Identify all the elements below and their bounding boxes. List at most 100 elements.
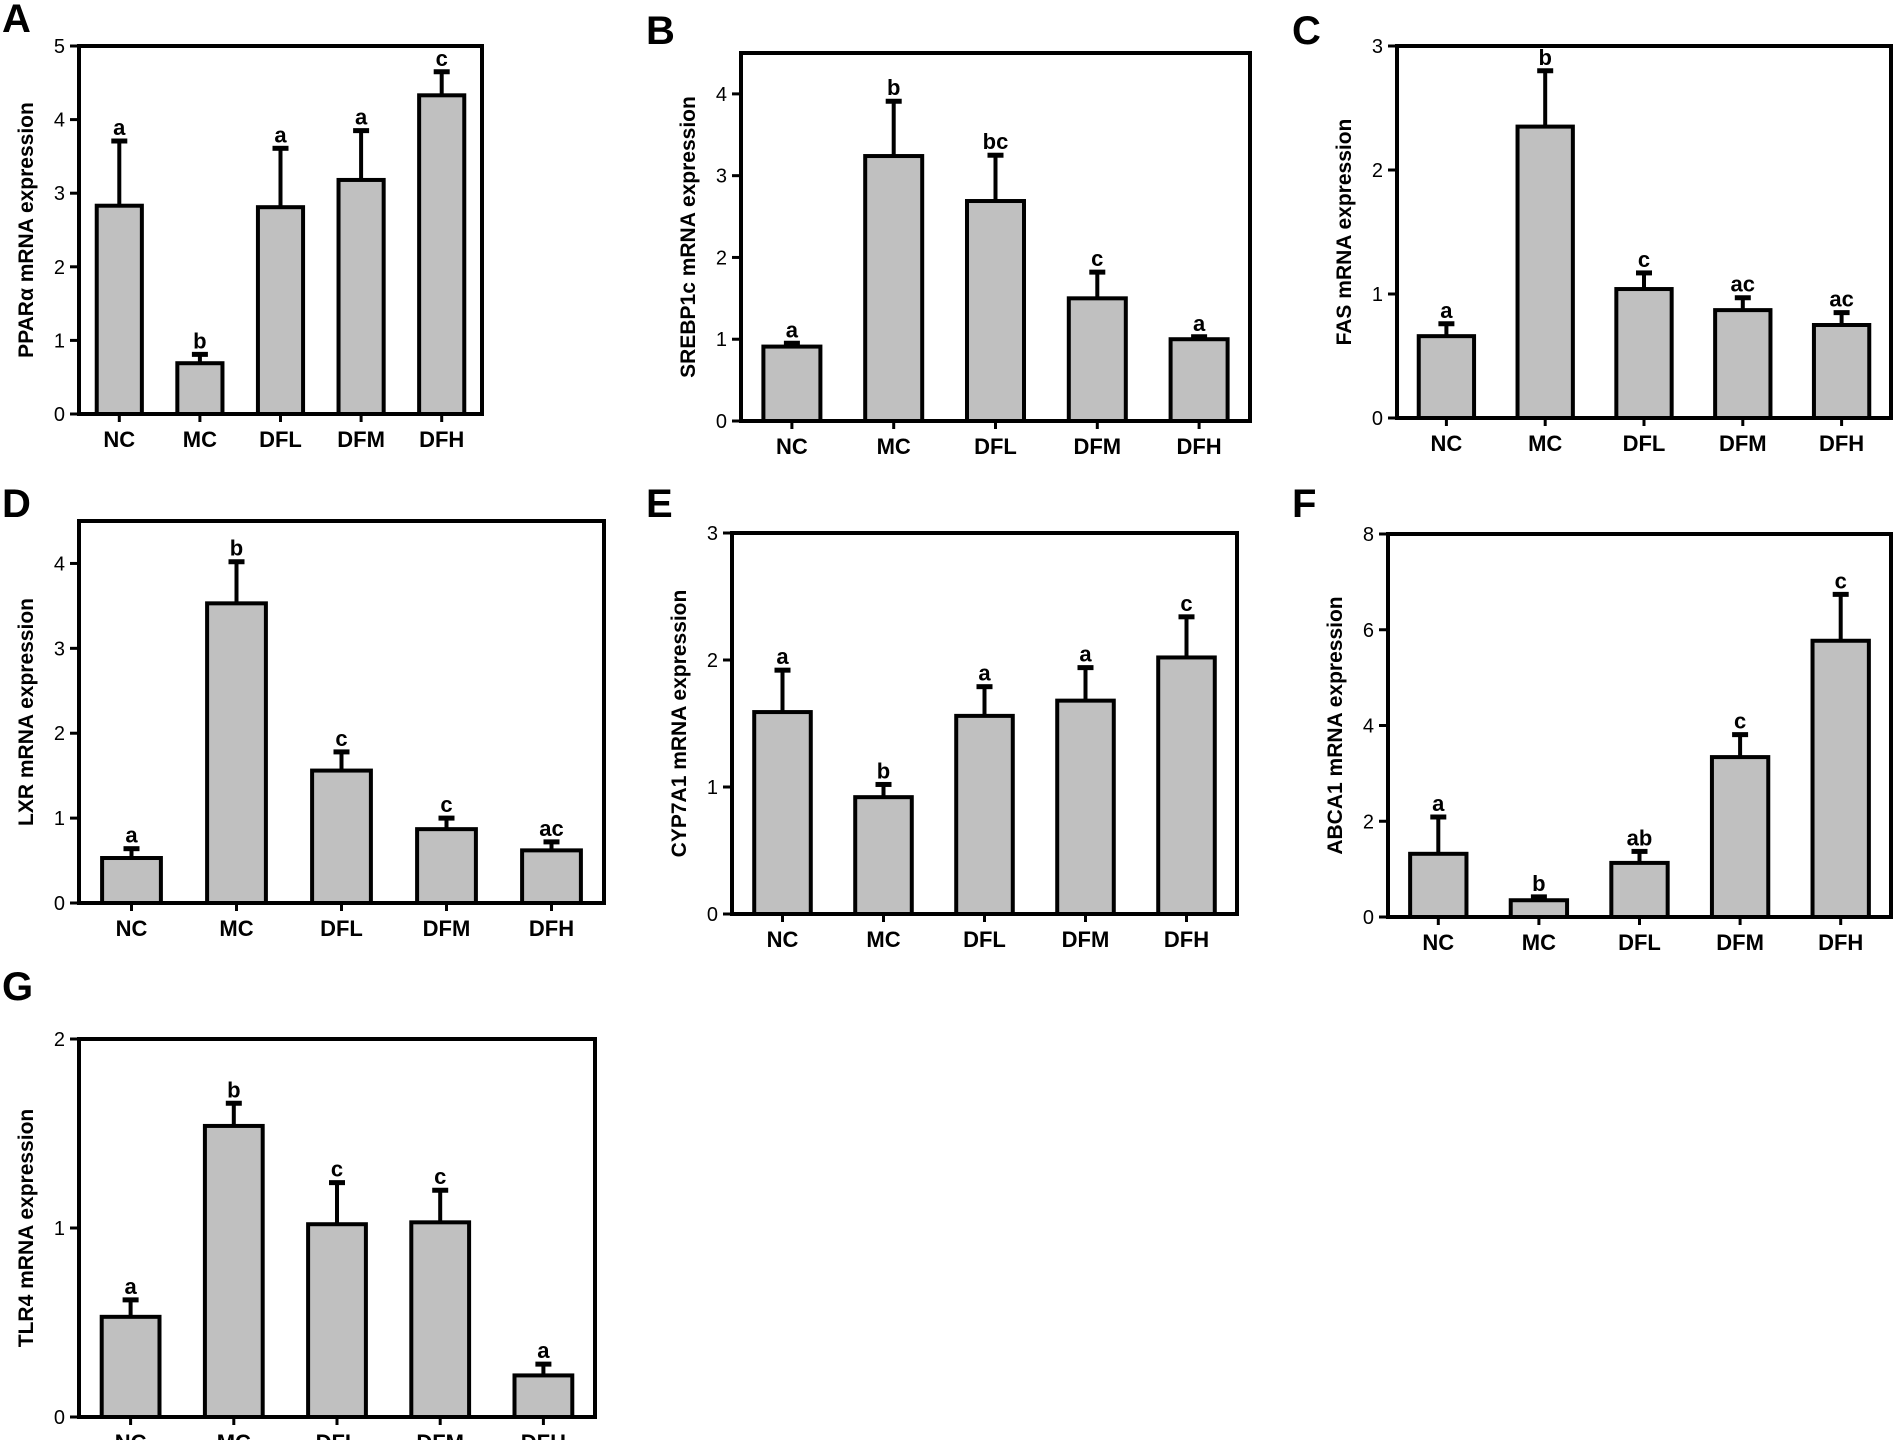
significance-label: ac xyxy=(1829,287,1853,312)
y-tick-label: 0 xyxy=(707,904,718,926)
significance-label: c xyxy=(1091,246,1103,271)
x-tick-label: MC xyxy=(219,916,253,941)
y-tick-label: 2 xyxy=(54,1029,65,1051)
y-axis-title: LXR mRNA expression xyxy=(15,598,38,826)
x-tick-label: DFL xyxy=(320,916,363,941)
bar-dfh xyxy=(1156,655,1217,917)
x-tick-label: DFH xyxy=(1818,930,1863,955)
y-tick-label: 2 xyxy=(716,247,727,269)
x-tick-label: DFL xyxy=(316,1430,359,1440)
bar-dfh xyxy=(417,93,467,416)
x-tick-label: NC xyxy=(115,1430,147,1440)
x-tick-label: MC xyxy=(217,1430,251,1440)
significance-label: b xyxy=(887,75,900,100)
significance-label: c xyxy=(1734,709,1746,734)
y-tick-label: 8 xyxy=(1363,524,1374,546)
x-tick-label: NC xyxy=(776,434,808,459)
y-axis-title: CYP7A1 mRNA expression xyxy=(668,590,691,858)
y-axis-title: SREBP1c mRNA expression xyxy=(677,96,700,378)
x-tick-label: DFH xyxy=(521,1430,566,1440)
bar-mc xyxy=(1515,124,1575,420)
x-tick-label: MC xyxy=(183,427,217,452)
bar-dfm xyxy=(1055,698,1116,917)
plot-frame xyxy=(1395,44,1893,420)
bar-dfl xyxy=(306,1222,368,1419)
x-tick-label: MC xyxy=(877,434,911,459)
significance-label: a xyxy=(355,105,368,130)
y-tick-label: 1 xyxy=(54,808,65,830)
significance-label: c xyxy=(331,1157,343,1182)
y-tick-label: 0 xyxy=(54,893,65,915)
bar-mc xyxy=(1508,898,1570,920)
significance-label: a xyxy=(1432,791,1445,816)
y-tick-label: 4 xyxy=(1363,716,1374,738)
chart-panel-e: Ea NC b MC a DFL a DFM c DFH 0 1 2 3 CYP7A1 mRNA expre… xyxy=(646,482,1239,952)
bar-dfl xyxy=(255,205,306,416)
chart-panel-g: Ga NC b MC c DFL c DFM a DFH 0 1 2 TLR4 mRNA expressi… xyxy=(2,965,597,1440)
y-tick-label: 5 xyxy=(54,36,65,58)
y-tick-label: 0 xyxy=(716,411,727,433)
bar-mc xyxy=(853,795,914,916)
x-tick-label: DFM xyxy=(1719,431,1767,456)
x-tick-label: MC xyxy=(1522,930,1556,955)
bar-dfm xyxy=(1709,755,1771,919)
x-tick-label: DFM xyxy=(416,1430,464,1440)
panel-letter: D xyxy=(2,482,31,526)
y-tick-label: 0 xyxy=(54,404,65,426)
bar-dfh xyxy=(520,848,583,906)
significance-label: a xyxy=(1440,298,1453,323)
significance-label: bc xyxy=(983,129,1009,154)
bar-dfm xyxy=(336,177,386,416)
plot-frame xyxy=(77,519,606,905)
y-axis-title: TLR4 mRNA expression xyxy=(15,1109,38,1347)
x-tick-label: DFL xyxy=(1618,930,1661,955)
significance-label: a xyxy=(776,644,789,669)
y-axis-title: ABCA1 mRNA expression xyxy=(1324,596,1347,854)
bar-nc xyxy=(761,344,823,423)
y-axis-title: PPARα mRNA expression xyxy=(15,102,38,358)
y-tick-label: 4 xyxy=(54,553,65,575)
y-tick-label: 4 xyxy=(54,110,65,132)
chart-panel-f: Fa NC b MC ab DFL c DFM c DFH 0 2 4 6 8 ABCA1 mRNA expr… xyxy=(1292,482,1893,955)
significance-label: a xyxy=(124,1274,137,1299)
significance-label: c xyxy=(1638,247,1650,272)
bar-nc xyxy=(100,856,163,906)
x-tick-label: DFL xyxy=(1623,431,1666,456)
significance-label: ac xyxy=(1731,272,1755,297)
significance-label: b xyxy=(877,758,890,783)
y-tick-label: 0 xyxy=(1372,408,1383,430)
x-tick-label: NC xyxy=(1431,431,1463,456)
chart-panel-b: Ba NC b MC bc DFL c DFM a DFH 0 1 2 3 4 SREBP1c mRNA ex… xyxy=(646,9,1252,459)
x-tick-label: DFL xyxy=(259,427,302,452)
bar-dfl xyxy=(954,713,1015,916)
bar-dfh xyxy=(1810,638,1871,919)
panel-letter: G xyxy=(2,965,33,1009)
y-tick-label: 1 xyxy=(54,1218,65,1240)
x-tick-label: MC xyxy=(1528,431,1562,456)
bar-mc xyxy=(175,361,225,417)
bar-dfh xyxy=(1811,323,1872,420)
y-tick-label: 2 xyxy=(1372,160,1383,182)
bar-nc xyxy=(1416,334,1477,420)
significance-label: b xyxy=(193,328,206,353)
significance-label: ab xyxy=(1627,825,1653,850)
bar-dfh xyxy=(512,1373,575,1420)
x-tick-label: DFM xyxy=(1073,434,1121,459)
x-tick-label: DFL xyxy=(974,434,1017,459)
x-tick-label: DFH xyxy=(1164,927,1209,952)
significance-label: a xyxy=(113,115,126,140)
y-tick-label: 1 xyxy=(54,330,65,352)
significance-label: ac xyxy=(539,816,563,841)
y-tick-label: 3 xyxy=(716,166,727,188)
significance-label: c xyxy=(1835,568,1847,593)
y-axis-title: FAS mRNA expression xyxy=(1333,119,1356,346)
y-tick-label: 2 xyxy=(54,257,65,279)
bar-nc xyxy=(1408,851,1469,919)
bar-mc xyxy=(202,1123,265,1419)
bar-nc xyxy=(94,203,144,416)
y-tick-label: 1 xyxy=(716,329,727,351)
bar-dfl xyxy=(1609,860,1670,919)
x-tick-label: DFH xyxy=(1819,431,1864,456)
bar-dfh xyxy=(1168,337,1230,424)
